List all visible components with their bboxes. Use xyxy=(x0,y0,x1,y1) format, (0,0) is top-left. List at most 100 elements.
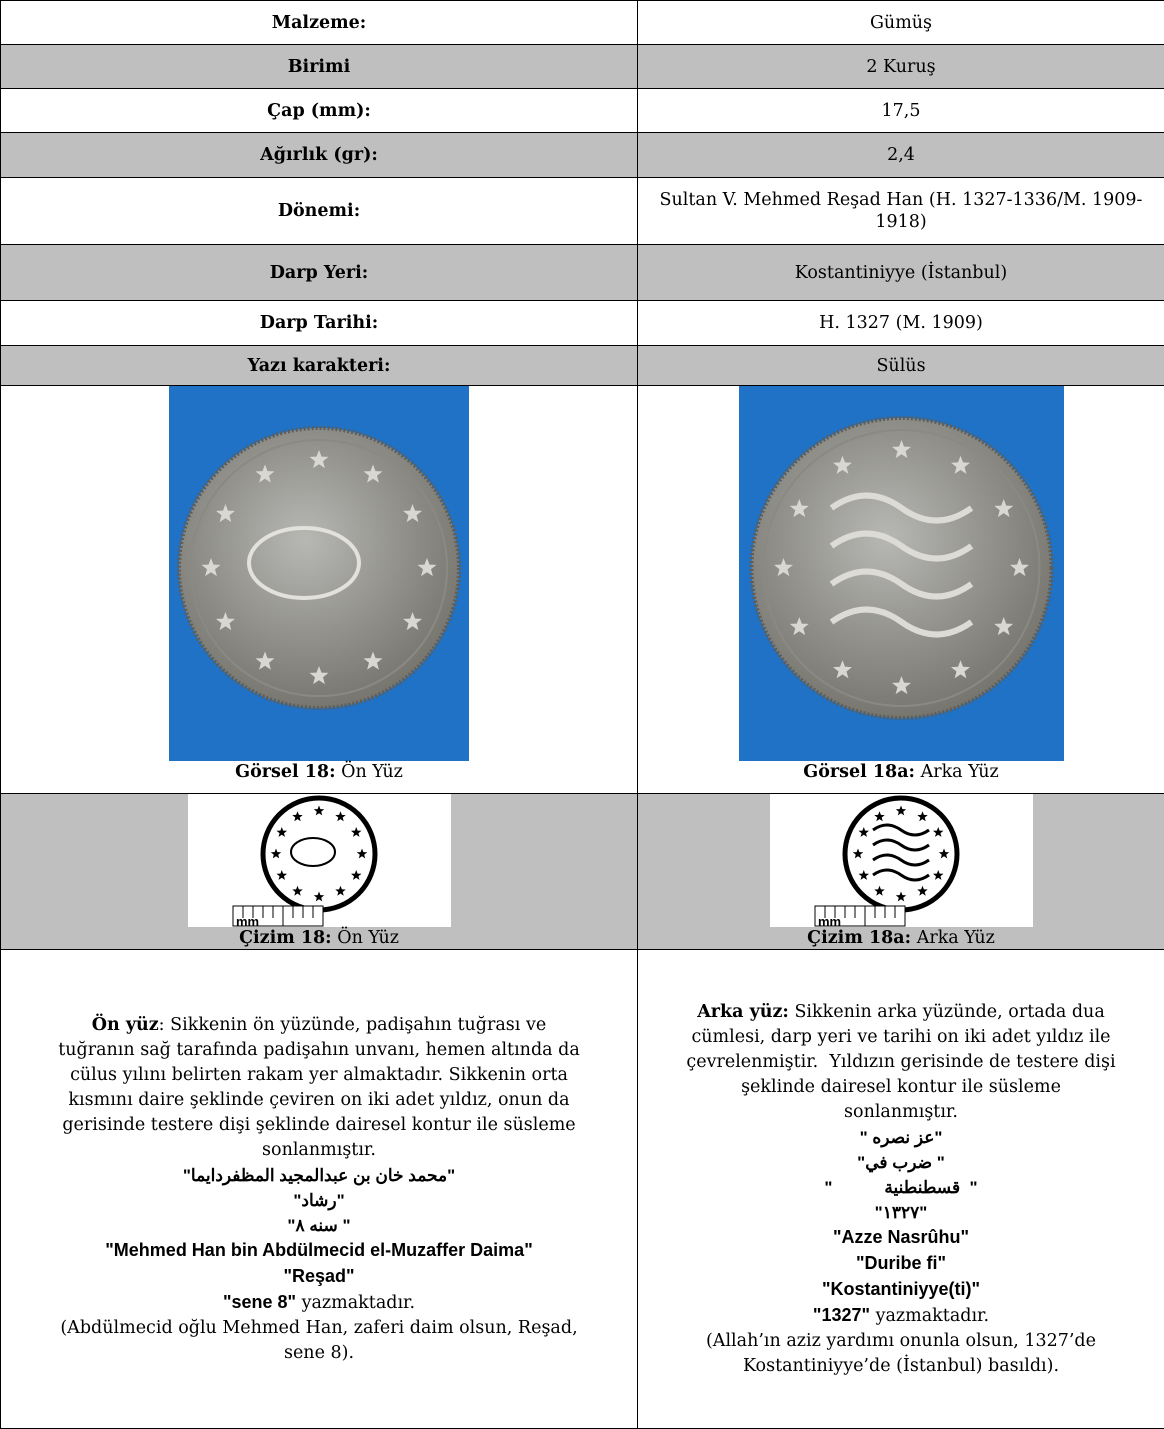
field-value: 17,5 xyxy=(638,89,1164,133)
table-row: Dönemi:Sultan V. Mehmed Reşad Han (H. 13… xyxy=(1,178,1164,245)
caption: Görsel 18a: Arka Yüz xyxy=(638,761,1164,783)
scale-label: mm xyxy=(236,914,259,927)
text-line: Ön yüz: Sikkenin ön yüzünde, padişahın t… xyxy=(5,1013,633,1038)
field-value: H. 1327 (M. 1909) xyxy=(638,301,1164,346)
caption: Çizim 18a: Arka Yüz xyxy=(638,927,1164,949)
description-text: sonlanmıştır. xyxy=(844,1102,958,1122)
text-line: sonlanmıştır. xyxy=(642,1100,1160,1125)
caption-label: Görsel 18a: xyxy=(803,762,915,782)
text-line: sonlanmıştır. xyxy=(5,1138,633,1163)
transliteration-line: "sene 8" yazmaktadır. xyxy=(5,1290,633,1316)
field-label: Darp Yeri: xyxy=(1,245,638,301)
description-text: cülus yılını belirten rakam yer almaktad… xyxy=(70,1065,568,1085)
field-label: Dönemi: xyxy=(1,178,638,245)
text-line: şeklinde dairesel kontur ile süsleme xyxy=(642,1075,1160,1100)
description-text: kısmını daire şeklinde çeviren on iki ad… xyxy=(68,1090,569,1110)
description-text: sonlanmıştır. xyxy=(262,1140,376,1160)
photo-cell: Görsel 18a: Arka Yüz xyxy=(638,386,1164,794)
transliteration: "Mehmed Han bin Abdülmecid el-Muzaffer D… xyxy=(105,1240,532,1260)
transliteration: "Azze Nasrûhu" xyxy=(833,1227,969,1247)
photo-cell: Görsel 18: Ön Yüz xyxy=(1,386,638,794)
arabic-line: " قسطنطنية " xyxy=(642,1175,1160,1200)
scale-label: mm xyxy=(818,914,841,927)
transliteration-line: "Azze Nasrûhu" xyxy=(642,1225,1160,1251)
caption-text: Ön Yüz xyxy=(341,762,403,782)
coin-drawing: mm xyxy=(770,794,1033,927)
transliteration-line: "Duribe fi" xyxy=(642,1251,1160,1277)
table-row: Çap (mm):17,5 xyxy=(1,89,1164,133)
transliteration-line: "Mehmed Han bin Abdülmecid el-Muzaffer D… xyxy=(5,1238,633,1264)
caption-text: Ön Yüz xyxy=(337,928,399,948)
text-line: kısmını daire şeklinde çeviren on iki ad… xyxy=(5,1088,633,1113)
field-label: Çap (mm): xyxy=(1,89,638,133)
description-text: cümlesi, darp yeri ve tarihi on iki adet… xyxy=(691,1027,1110,1047)
translation-line: (Abdülmecid oğlu Mehmed Han, zaferi daim… xyxy=(5,1316,633,1341)
caption-label: Çizim 18: xyxy=(239,928,332,948)
arabic-line: "رشاد" xyxy=(5,1188,633,1213)
transliteration: "1327" xyxy=(813,1305,870,1325)
caption-label: Çizim 18a: xyxy=(807,928,911,948)
description-text: gerisinde testere dişi şeklinde dairesel… xyxy=(62,1115,575,1135)
arabic-line: "١٣٢٧" xyxy=(642,1200,1160,1225)
text-line: cülus yılını belirten rakam yer almaktad… xyxy=(5,1063,633,1088)
text-line: çevrelenmiştir. Yıldızın gerisinde de te… xyxy=(642,1050,1160,1075)
field-value: Sultan V. Mehmed Reşad Han (H. 1327-1336… xyxy=(638,178,1164,245)
transliteration: "sene 8" xyxy=(223,1292,296,1312)
text-line: tuğranın sağ tarafında padişahın unvanı,… xyxy=(5,1038,633,1063)
coin-photo xyxy=(739,386,1064,761)
closing-text: yazmaktadır. xyxy=(296,1293,415,1313)
coin xyxy=(751,418,1051,718)
table-row: Ağırlık (gr):2,4 xyxy=(1,133,1164,178)
transliteration: "Reşad" xyxy=(283,1266,354,1286)
field-value: Gümüş xyxy=(638,1,1164,45)
translation-line: sene 8). xyxy=(5,1341,633,1366)
field-label: Ağırlık (gr): xyxy=(1,133,638,178)
transliteration-line: "Reşad" xyxy=(5,1264,633,1290)
table-row: Darp Yeri:Kostantiniyye (İstanbul) xyxy=(1,245,1164,301)
arabic-line: "عز نصره " xyxy=(642,1125,1160,1150)
field-value: Sülüs xyxy=(638,346,1164,386)
closing-text: yazmaktadır. xyxy=(870,1306,989,1326)
field-label: Darp Tarihi: xyxy=(1,301,638,346)
translation-line: Kostantiniyye’de (İstanbul) basıldı). xyxy=(642,1354,1160,1379)
field-value: Kostantiniyye (İstanbul) xyxy=(638,245,1164,301)
table-row: Malzeme:Gümüş xyxy=(1,1,1164,45)
description-cell: Arka yüz: Sikkenin arka yüzünde, ortada … xyxy=(638,950,1164,1429)
caption: Çizim 18: Ön Yüz xyxy=(1,927,637,949)
description-text: şeklinde dairesel kontur ile süsleme xyxy=(741,1077,1061,1097)
arabic-line: "محمد خان بن عبدالمجيد المظفردايما" xyxy=(5,1163,633,1188)
description-cell: Ön yüz: Sikkenin ön yüzünde, padişahın t… xyxy=(1,950,638,1429)
description-text: çevrelenmiştir. Yıldızın gerisinde de te… xyxy=(686,1052,1115,1072)
description-title: Ön yüz xyxy=(92,1015,159,1035)
description-row: Ön yüz: Sikkenin ön yüzünde, padişahın t… xyxy=(1,950,1164,1429)
arabic-line: " ضرب في" xyxy=(642,1150,1160,1175)
description-text: tuğranın sağ tarafında padişahın unvanı,… xyxy=(58,1040,580,1060)
translation-line: (Allah’ın aziz yardımı onunla olsun, 132… xyxy=(642,1329,1160,1354)
field-label: Malzeme: xyxy=(1,1,638,45)
text-line: gerisinde testere dişi şeklinde dairesel… xyxy=(5,1113,633,1138)
arabic-line: " سنه ٨" xyxy=(5,1213,633,1238)
field-label: Yazı karakteri: xyxy=(1,346,638,386)
transliteration: "Duribe fi" xyxy=(856,1253,946,1273)
transliteration-line: "1327" yazmaktadır. xyxy=(642,1303,1160,1329)
caption-text: Arka Yüz xyxy=(917,928,995,948)
description-title: Arka yüz: xyxy=(697,1002,789,1022)
description-text: : Sikkenin ön yüzünde, padişahın tuğrası… xyxy=(159,1015,547,1035)
caption: Görsel 18: Ön Yüz xyxy=(1,761,637,783)
field-value: 2,4 xyxy=(638,133,1164,178)
transliteration: "Kostantiniyye(ti)" xyxy=(822,1279,980,1299)
text-line: Arka yüz: Sikkenin arka yüzünde, ortada … xyxy=(642,1000,1160,1025)
transliteration-line: "Kostantiniyye(ti)" xyxy=(642,1277,1160,1303)
description-text: Sikkenin arka yüzünde, ortada dua xyxy=(789,1002,1105,1022)
table-row: Darp Tarihi:H. 1327 (M. 1909) xyxy=(1,301,1164,346)
text-line: cümlesi, darp yeri ve tarihi on iki adet… xyxy=(642,1025,1160,1050)
field-label: Birimi xyxy=(1,45,638,89)
